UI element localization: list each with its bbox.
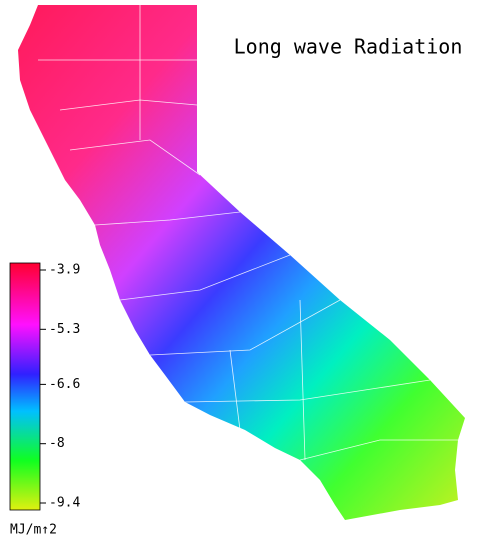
colorbar-tick-label: -3.9 [49, 263, 80, 278]
colorbar-tick-label: -6.6 [49, 377, 80, 392]
california-region [18, 5, 465, 520]
county-borders [38, 5, 458, 461]
colorbar-unit: MJ/m↑2 [10, 523, 57, 538]
colorbar-tick-label: -5.3 [49, 322, 80, 337]
colorbar-tick-label: -9.4 [49, 496, 80, 511]
map-title: Long wave Radiation [234, 35, 463, 59]
colorbar-tick-label: -8 [49, 436, 65, 451]
colorbar [9, 262, 41, 511]
